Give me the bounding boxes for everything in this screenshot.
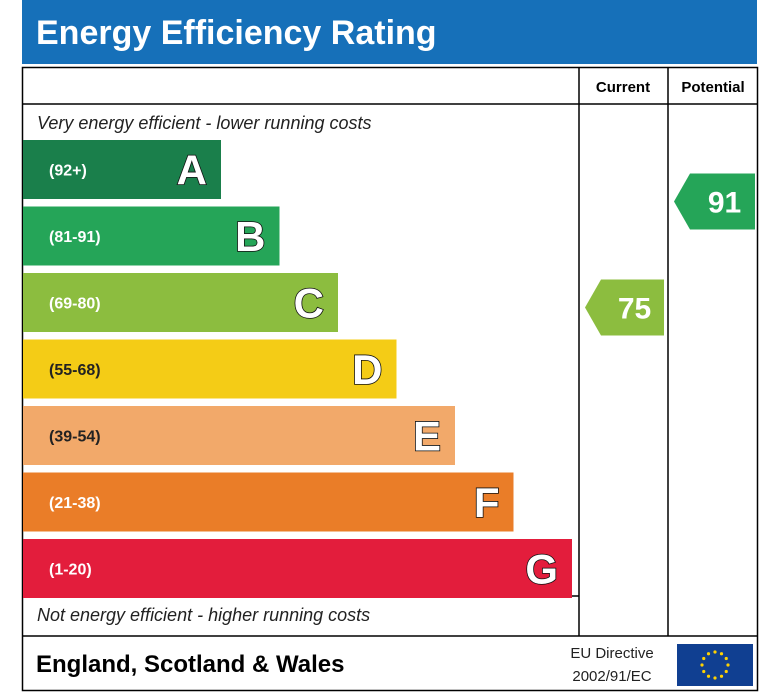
rating-bands: (92+) A (81-91) B (69-80) C (55-68) D (39-54) E (2… <box>23 140 572 598</box>
footer-region: England, Scotland & Wales <box>36 651 344 678</box>
eu-flag-field <box>677 644 753 686</box>
eu-star-icon <box>724 656 728 661</box>
band-b: (81-91) B <box>23 206 280 266</box>
eu-star-icon <box>719 652 724 656</box>
potential-arrow-shape <box>674 173 755 230</box>
band-range-label: (21-38) <box>49 495 101 512</box>
current-rating-value: 75 <box>618 293 651 326</box>
band-range-label: (69-80) <box>49 296 101 313</box>
band-c: (69-80) C <box>23 273 338 332</box>
band-letter: B <box>235 213 265 260</box>
eu-directive-number: 2002/91/EC <box>572 668 651 685</box>
band-letter: A <box>177 147 207 194</box>
eu-star-icon <box>713 676 717 680</box>
band-bar <box>23 406 455 465</box>
bottom-note: Not energy efficient - higher running co… <box>37 605 370 625</box>
eu-star-icon <box>719 674 724 678</box>
band-bar <box>23 206 280 266</box>
eu-star-icon <box>706 652 711 656</box>
eu-directive-label: EU Directive <box>570 645 653 662</box>
eu-star-icon <box>702 669 706 674</box>
band-range-label: (55-68) <box>49 362 101 379</box>
band-range-label: (1-20) <box>49 562 92 579</box>
band-bar <box>23 273 338 332</box>
potential-column-header: Potential <box>681 79 744 96</box>
band-range-label: (92+) <box>49 163 87 180</box>
band-range-label: (81-91) <box>49 229 101 246</box>
band-bar <box>23 339 397 399</box>
title-bar <box>22 0 757 64</box>
eu-star-icon <box>706 674 711 678</box>
band-letter: C <box>294 280 324 327</box>
current-arrow-shape <box>585 279 664 336</box>
band-g: (1-20) G <box>23 539 572 598</box>
eu-star-icon <box>713 650 717 654</box>
eu-star-icon <box>724 669 728 674</box>
band-d: (55-68) D <box>23 339 397 399</box>
band-letter: E <box>413 413 441 460</box>
eu-star-icon <box>702 656 706 661</box>
band-bar <box>23 539 572 598</box>
eu-flag-icon <box>677 644 753 686</box>
rating-arrows: 75 91 <box>585 173 755 336</box>
current-rating-arrow: 75 <box>585 279 664 336</box>
eu-star-icon <box>700 663 704 667</box>
potential-rating-arrow: 91 <box>674 173 755 230</box>
band-bar <box>23 472 514 532</box>
eu-star-icon <box>726 663 730 667</box>
band-letter: F <box>474 479 500 526</box>
potential-rating-value: 91 <box>708 187 741 220</box>
band-range-label: (39-54) <box>49 429 101 446</box>
band-f: (21-38) F <box>23 472 514 532</box>
current-column-header: Current <box>596 79 650 96</box>
chart-title: Energy Efficiency Rating <box>36 14 437 52</box>
band-letter: D <box>352 346 382 393</box>
band-a: (92+) A <box>23 140 221 199</box>
band-bar <box>23 140 221 199</box>
band-letter: G <box>525 546 558 593</box>
band-e: (39-54) E <box>23 406 455 465</box>
top-note: Very energy efficient - lower running co… <box>37 113 372 133</box>
